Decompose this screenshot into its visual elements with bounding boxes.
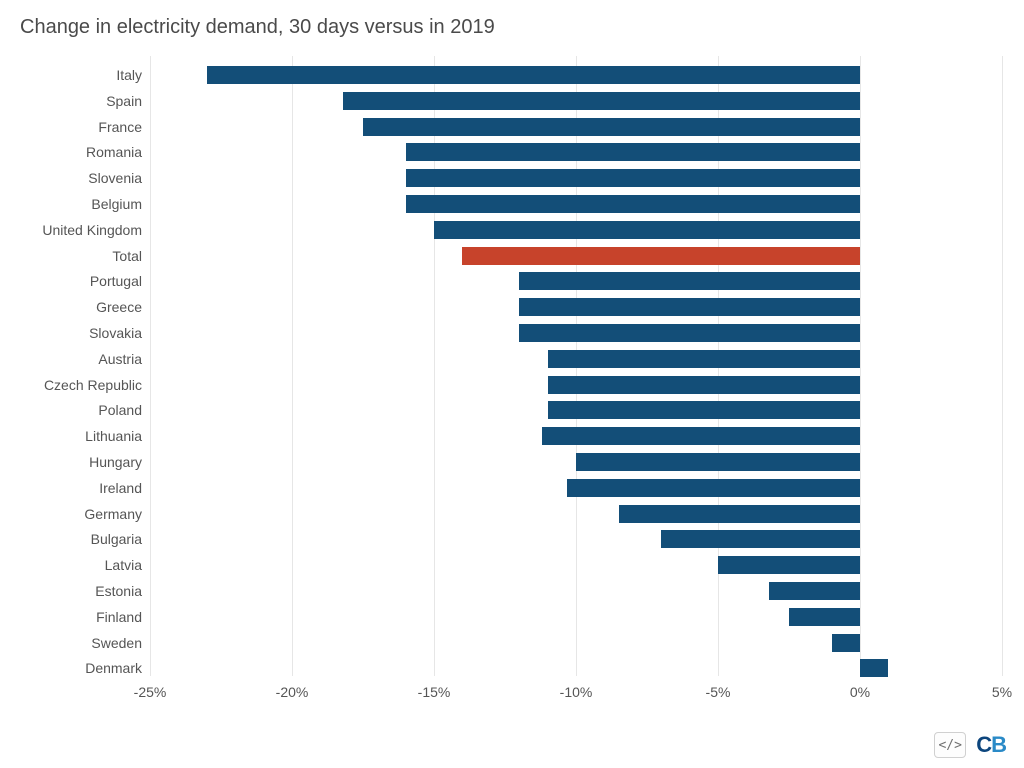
gridline (1002, 56, 1003, 676)
y-tick-label: Latvia (105, 557, 142, 573)
gridline (150, 56, 151, 676)
bar (567, 479, 860, 497)
y-tick-label: Austria (98, 351, 142, 367)
y-tick-label: Spain (106, 93, 142, 109)
x-tick-label: -25% (134, 684, 167, 700)
gridline (860, 56, 861, 676)
chart-title: Change in electricity demand, 30 days ve… (20, 16, 495, 39)
x-tick-label: 0% (850, 684, 870, 700)
y-tick-label: Lithuania (85, 428, 142, 444)
y-tick-label: Slovakia (89, 325, 142, 341)
bar (519, 324, 860, 342)
x-tick-label: -5% (706, 684, 731, 700)
y-tick-label: Estonia (95, 583, 142, 599)
bar (363, 118, 860, 136)
y-tick-label: Portugal (90, 273, 142, 289)
bar (860, 659, 888, 677)
y-tick-label: Czech Republic (44, 377, 142, 393)
chart-container: Change in electricity demand, 30 days ve… (0, 0, 1024, 768)
x-tick-label: -15% (418, 684, 451, 700)
bar (406, 169, 860, 187)
bar (542, 427, 860, 445)
y-tick-label: Ireland (99, 480, 142, 496)
gridline (292, 56, 293, 676)
y-tick-label: Bulgaria (91, 531, 142, 547)
y-tick-label: France (98, 119, 142, 135)
bar (406, 143, 860, 161)
y-tick-label: Germany (84, 506, 142, 522)
bar (576, 453, 860, 471)
x-tick-label: -20% (276, 684, 309, 700)
logo-letter-c: C (976, 732, 991, 757)
bar (789, 608, 860, 626)
bar (619, 505, 860, 523)
bar (406, 195, 860, 213)
y-tick-label: Belgium (91, 196, 142, 212)
plot-area (150, 56, 1002, 676)
y-tick-label: Poland (98, 402, 142, 418)
bar (434, 221, 860, 239)
x-tick-label: -10% (560, 684, 593, 700)
y-tick-label: Hungary (89, 454, 142, 470)
carbonbrief-logo: CB (976, 734, 1006, 756)
bar (661, 530, 860, 548)
embed-icon[interactable]: </> (934, 732, 966, 758)
x-tick-label: 5% (992, 684, 1012, 700)
bar (519, 272, 860, 290)
bar (462, 247, 860, 265)
footer-icons: </> CB (934, 732, 1006, 758)
bar (519, 298, 860, 316)
bar (832, 634, 860, 652)
bar (207, 66, 860, 84)
logo-letter-b: B (991, 732, 1006, 757)
bar (548, 376, 860, 394)
bar (718, 556, 860, 574)
y-tick-label: Denmark (85, 660, 142, 676)
y-tick-label: Sweden (91, 635, 142, 651)
bar (769, 582, 860, 600)
y-tick-label: Italy (116, 67, 142, 83)
bar (548, 350, 860, 368)
y-tick-label: Finland (96, 609, 142, 625)
y-tick-label: Slovenia (88, 170, 142, 186)
y-tick-label: Romania (86, 144, 142, 160)
y-tick-label: Greece (96, 299, 142, 315)
y-tick-label: United Kingdom (42, 222, 142, 238)
y-tick-label: Total (112, 248, 142, 264)
bar (343, 92, 860, 110)
bar (548, 401, 860, 419)
